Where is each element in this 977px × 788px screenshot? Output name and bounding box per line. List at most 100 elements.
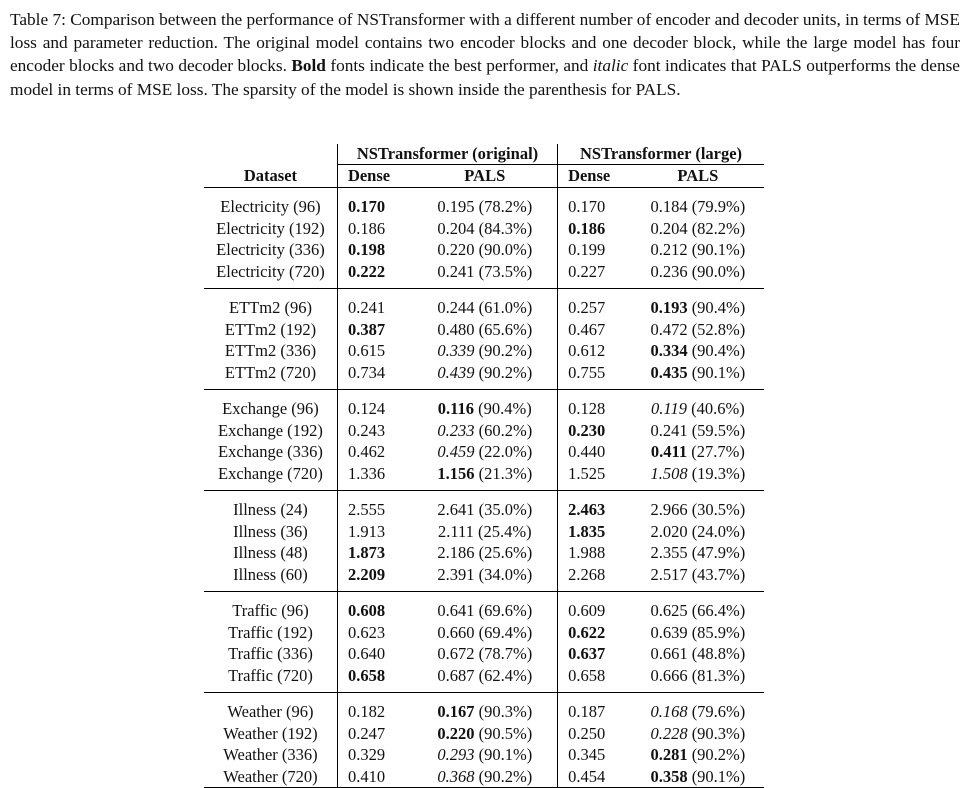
col-header-dataset: Dataset [204,164,338,188]
pals-original-cell: 0.233 (60.2%) [412,420,557,442]
table-row: Electricity (96) 0.170 0.195 (78.2%) 0.170 0… [204,187,764,218]
pals-original-cell-value: 0.116 [437,399,475,418]
dataset-cell: Exchange (720) [204,462,338,491]
dense-original-cell: 0.243 [336,419,413,441]
pals-original-cell-value: 0.439 [437,362,475,382]
pals-large-cell-sparsity: (48.8%) [691,644,746,663]
pals-large-cell: 0.661 (48.8%) [632,643,764,665]
dense-large-cell: 0.612 [557,340,632,362]
dataset-cell-value: Illness (36) [233,521,308,541]
dataset-cell: Weather (336) [204,744,337,766]
table-row: Weather (336) 0.329 0.293 (90.1%) 0.345 0.28… [204,744,764,766]
table-row: Electricity (336) 0.198 0.220 (90.0%) 0.199… [204,239,764,261]
pals-original-cell: 2.111 (25.4%) [412,521,557,543]
dense-original-cell-value: 1.873 [347,543,386,562]
pals-large-cell-value: 0.639 [650,622,688,642]
dataset-cell: Electricity (192) [204,218,337,240]
pals-original-cell-value: 0.220 [437,723,475,743]
pals-large-cell-sparsity: (90.3%) [691,723,746,743]
dense-large-cell-value: 0.612 [568,341,606,360]
group-header-original: NSTransformer (original) [336,144,558,165]
dataset-cell-value: Electricity (96) [220,197,321,216]
table-row: Electricity (720) 0.222 0.241 (73.5%) 0.227… [204,260,764,289]
dense-original-cell: 0.734 [336,361,413,390]
dataset-cell-value: Electricity (336) [216,240,325,259]
pals-large-cell: 0.358 (90.1%) [631,765,764,788]
pals-large-cell-value: 0.184 [650,197,688,216]
group-header-large: NSTransformer (large) [557,144,764,165]
pals-original-cell-sparsity: (90.1%) [478,745,533,764]
pals-large-cell-sparsity: (43.7%) [691,564,746,584]
dataset-cell: Electricity (336) [204,239,337,261]
dense-large-cell: 0.128 [557,389,632,420]
column-header-row: Dataset Dense PALS Dense PALS [204,164,764,188]
dataset-cell: ETTm2 (192) [204,319,337,341]
pals-large-cell: 0.212 (90.1%) [632,239,764,261]
pals-large-cell-sparsity: (30.5%) [691,500,746,519]
dense-large-cell-value: 0.467 [568,319,606,339]
dense-original-cell: 1.873 [336,542,413,564]
dataset-cell-value: Traffic (192) [228,622,313,642]
dense-large-cell-value: 2.463 [568,500,606,519]
pals-large-cell: 0.411 (27.7%) [632,441,764,463]
table-row: Exchange (96) 0.124 0.116 (90.4%) 0.128 0.11… [204,389,764,420]
pals-large-cell-value: 0.661 [650,644,688,663]
pals-original-cell: 0.293 (90.1%) [412,744,557,766]
pals-large-cell: 2.966 (30.5%) [632,491,764,521]
col-header-dense-original: Dense [336,164,413,188]
caption-text-c: font indicates that PALS outperforms the… [10,56,960,99]
caption-label: Table 7: [10,10,66,29]
pals-original-cell-sparsity: (61.0%) [478,298,533,317]
dense-large-cell: 0.257 [557,288,632,319]
pals-large-cell-sparsity: (90.1%) [691,240,746,259]
dataset-cell: Electricity (96) [204,188,337,218]
dense-original-cell: 0.222 [336,260,413,289]
dense-large-cell: 0.637 [557,643,632,665]
dense-large-cell: 1.835 [557,520,632,542]
pals-large-cell-value: 0.212 [650,240,688,259]
pals-large-cell: 0.625 (66.4%) [632,592,764,622]
pals-original-cell: 0.339 (90.2%) [412,340,557,362]
dense-original-cell-value: 0.247 [347,723,386,743]
dense-original-cell-value: 0.658 [347,665,386,685]
dataset-cell: Traffic (336) [204,643,337,665]
pals-large-cell: 0.168 (79.6%) [632,693,764,723]
pals-large-cell-sparsity: (82.2%) [691,218,746,238]
dense-large-cell: 0.250 [557,722,632,744]
dense-original-cell-value: 0.615 [347,341,386,360]
table-row: Weather (720) 0.410 0.368 (90.2%) 0.454 0.35… [204,765,764,788]
dataset-cell: ETTm2 (96) [204,289,337,319]
pals-large-cell: 0.184 (79.9%) [632,188,764,218]
table-row: ETTm2 (192) 0.387 0.480 (65.6%) 0.467 0.472 … [204,318,764,341]
pals-large-cell-sparsity: (27.7%) [691,442,745,461]
dense-large-cell: 0.170 [557,187,632,218]
pals-original-cell: 1.156 (21.3%) [412,462,558,491]
dense-original-cell-value: 0.182 [347,702,386,721]
pals-original-cell-value: 0.220 [437,240,475,259]
dense-large-cell: 1.525 [557,462,632,491]
dense-large-cell: 0.658 [557,664,632,693]
pals-large-cell-sparsity: (59.5%) [691,420,746,440]
dense-original-cell: 0.462 [336,441,413,463]
dense-original-cell-value: 0.186 [347,218,386,238]
table-row: Traffic (192) 0.623 0.660 (69.4%) 0.622 0.63… [204,621,764,644]
table-row: ETTm2 (720) 0.734 0.439 (90.2%) 0.755 0.435 … [204,361,764,390]
pals-original-cell-sparsity: (78.7%) [478,644,533,663]
dense-large-cell: 1.988 [557,542,632,564]
dataset-cell-value: ETTm2 (336) [224,341,317,360]
dense-original-cell-value: 0.329 [347,745,386,764]
dense-large-cell: 0.454 [557,765,632,788]
pals-large-cell: 2.517 (43.7%) [631,563,764,592]
caption-bold-word: Bold [291,56,326,76]
dense-large-cell-value: 0.128 [568,399,606,418]
pals-original-cell: 0.368 (90.2%) [412,765,558,788]
pals-large-cell-sparsity: (52.8%) [691,319,746,339]
pals-large-cell: 0.639 (85.9%) [632,622,764,644]
dataset-cell-value: ETTm2 (720) [224,362,317,382]
pals-large-cell-value: 0.625 [650,601,688,620]
table-row: Traffic (96) 0.608 0.641 (69.6%) 0.609 0.625… [204,591,764,622]
dataset-cell-value: Exchange (336) [218,442,323,461]
pals-original-cell: 0.116 (90.4%) [412,390,557,420]
dataset-cell: Weather (192) [204,723,337,745]
pals-large-cell: 0.334 (90.4%) [632,340,764,362]
